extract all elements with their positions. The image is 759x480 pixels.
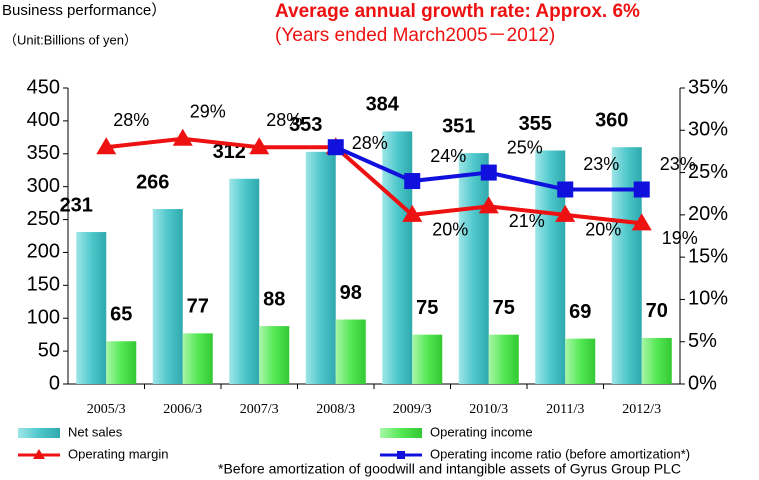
marker: [96, 137, 117, 155]
y-tick-label: 400: [27, 109, 60, 131]
bar: [106, 341, 137, 384]
data-label: 98: [340, 282, 362, 304]
legend-label: Operating margin: [68, 446, 168, 461]
y-tick-label: 50: [38, 339, 60, 361]
x-tick-label: 2008/3: [316, 402, 355, 417]
y2-tick-label: 25%: [688, 161, 728, 183]
data-label: 29%: [190, 101, 226, 121]
marker: [478, 196, 499, 214]
chart-subtitle: (Years ended March2005－2012): [275, 25, 555, 46]
y-tick-label: 200: [27, 241, 60, 263]
y2-tick-label: 5%: [688, 330, 717, 352]
x-tick-label: 2005/3: [87, 402, 126, 417]
marker: [631, 213, 652, 231]
chart-title: Average annual growth rate: Approx. 6%: [275, 1, 640, 22]
unit: （Unit:Billions of yen）: [4, 32, 137, 47]
marker: [404, 173, 421, 190]
y2-tick-label: 0%: [688, 372, 717, 394]
legend-swatch: [18, 428, 60, 438]
bar: [488, 334, 519, 384]
data-label: 24%: [430, 146, 466, 166]
marker: [327, 139, 344, 156]
y-tick-label: 350: [27, 142, 60, 164]
marker: [480, 164, 497, 181]
line: [106, 136, 642, 226]
marker: [555, 204, 576, 222]
x-tick-label: 2012/3: [622, 402, 661, 417]
y2-tick-label: 20%: [688, 203, 728, 225]
legend-label: Operating income ratio (before amortizat…: [430, 446, 690, 461]
bar: [335, 319, 366, 384]
bar: [152, 209, 183, 384]
data-label: 23%: [583, 154, 619, 174]
bar: [305, 151, 336, 384]
data-label: 25%: [507, 137, 543, 157]
legend-label: Operating income: [430, 424, 533, 439]
y2-tick-label: 10%: [688, 288, 728, 310]
bar: [641, 337, 672, 384]
bar: [259, 326, 290, 384]
y-tick-label: 100: [27, 307, 60, 329]
legend-swatch: [380, 428, 422, 438]
y-tick-label: 250: [27, 208, 60, 230]
marker: [172, 128, 193, 146]
footnote: *Before amortization of goodwill and int…: [218, 461, 681, 477]
y2-tick-label: 15%: [688, 245, 728, 267]
data-label: 70: [646, 300, 668, 322]
data-label: 351: [442, 115, 475, 137]
bar: [565, 338, 596, 384]
data-label: 77: [187, 296, 209, 318]
data-label: 20%: [432, 220, 468, 240]
y2-tick-label: 35%: [688, 76, 728, 98]
data-label: 69: [569, 301, 591, 323]
y-tick-label: 150: [27, 274, 60, 296]
x-tick-label: 2009/3: [393, 402, 432, 417]
bar: [182, 333, 213, 384]
data-label: 355: [519, 113, 552, 135]
data-label: 75: [416, 297, 438, 319]
bar: [76, 232, 107, 384]
y2-tick-label: 30%: [688, 119, 728, 141]
header: Business performance）: [2, 2, 166, 19]
x-tick-label: 2007/3: [240, 402, 279, 417]
bar: [458, 153, 489, 384]
data-label: 20%: [585, 220, 621, 240]
data-label: 266: [136, 171, 169, 193]
data-label: 21%: [509, 211, 545, 231]
data-label: 360: [595, 109, 628, 131]
x-tick-label: 2006/3: [163, 402, 202, 417]
marker: [402, 204, 423, 222]
bar: [229, 178, 260, 384]
legend-marker: [397, 451, 405, 459]
data-label: 353: [289, 114, 322, 136]
data-label: 88: [263, 288, 285, 310]
marker: [249, 137, 270, 155]
y-tick-label: 0: [49, 372, 60, 394]
data-label: 19%: [662, 228, 698, 248]
y-tick-label: 300: [27, 175, 60, 197]
data-label: 384: [366, 94, 400, 116]
bar: [412, 334, 443, 384]
marker: [633, 181, 650, 198]
x-tick-label: 2011/3: [546, 402, 584, 417]
data-label: 23%: [660, 154, 696, 174]
legend-label: Net sales: [68, 424, 123, 439]
data-label: 75: [493, 297, 515, 319]
data-label: 65: [110, 304, 132, 326]
y-tick-label: 450: [27, 76, 60, 98]
data-label: 28%: [352, 133, 388, 153]
data-label: 231: [60, 194, 93, 216]
marker: [557, 181, 574, 198]
x-tick-label: 2010/3: [469, 402, 508, 417]
data-label: 28%: [266, 110, 302, 130]
data-label: 28%: [113, 110, 149, 130]
legend-marker: [33, 449, 45, 459]
